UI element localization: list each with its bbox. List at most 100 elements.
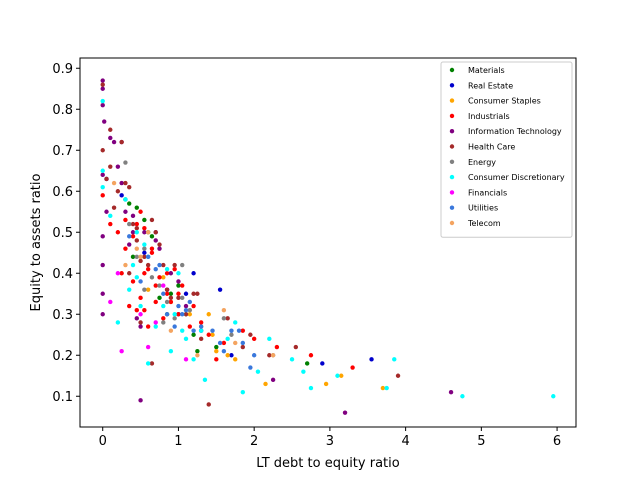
point-health-care [191,291,196,296]
point-industrials [145,324,151,329]
point-industrials [142,307,147,313]
point-energy [127,221,132,227]
point-energy [134,254,139,260]
point-utilities [187,299,193,305]
point-consumer-discretionary [100,98,105,104]
point-information-technology [100,172,105,178]
legend-marker-utilities [449,205,455,210]
point-telecom [270,353,276,358]
point-consumer-discretionary [198,328,204,333]
point-health-care [176,295,181,301]
point-health-care [195,291,200,296]
point-information-technology [157,246,162,251]
point-health-care [267,353,272,358]
y-tick-label: 0.9 [52,62,73,77]
point-utilities [164,312,170,317]
point-health-care [293,344,299,350]
point-health-care [111,205,117,210]
legend-marker-industrials [449,113,455,119]
point-industrials [161,316,166,321]
point-industrials [127,303,132,309]
point-energy [229,332,234,337]
point-health-care [395,373,401,378]
point-materials [214,344,219,350]
legend-label-energy: Energy [468,158,496,167]
point-consumer-discretionary [240,389,246,395]
point-information-technology [108,135,113,141]
point-information-technology [134,316,139,321]
point-information-technology [100,262,105,268]
point-consumer-discretionary [172,312,177,317]
x-tick-label: 1 [174,434,182,449]
point-telecom [134,246,139,251]
point-information-technology [127,242,132,247]
point-industrials [274,344,280,350]
point-information-technology [270,377,276,383]
plot-frame [79,57,577,428]
point-consumer-staples [206,312,211,317]
point-health-care [138,320,143,325]
point-energy [161,320,166,325]
point-consumer-discretionary [202,377,208,383]
point-industrials [180,283,185,288]
point-consumer-discretionary [180,328,185,333]
point-consumer-discretionary [183,336,189,342]
point-industrials [176,312,181,317]
point-utilities [229,328,234,333]
point-consumer-discretionary [301,369,306,374]
point-energy [164,299,170,305]
point-materials [134,205,139,210]
point-health-care [142,254,147,260]
point-utilities [217,340,223,346]
x-tick-label: 2 [250,434,258,449]
point-financials [108,299,113,305]
point-utilities [251,353,257,358]
point-utilities [127,234,132,239]
point-telecom [111,180,117,186]
legend-marker-financials [449,190,455,195]
point-real-estate [217,287,223,292]
point-financials [161,283,166,288]
point-health-care [172,262,177,268]
point-industrials [153,299,158,305]
point-information-technology [100,234,105,239]
legend-marker-information-technology [449,129,455,134]
point-consumer-staples [225,353,230,358]
point-consumer-staples [380,385,386,391]
point-health-care [100,82,105,87]
point-health-care [138,258,143,264]
point-materials [195,348,200,354]
legend-label-materials: Materials [468,66,505,75]
point-utilities [210,328,215,333]
y-tick-label: 0.1 [52,390,73,405]
point-consumer-discretionary [225,336,230,342]
point-materials [149,234,155,239]
point-consumer-discretionary [191,357,196,362]
y-tick-label: 0.6 [52,185,73,200]
point-consumer-staples [210,332,215,337]
x-tick-label: 5 [477,434,485,449]
point-industrials [134,307,139,313]
point-information-technology [100,312,105,317]
point-health-care [127,184,132,190]
point-industrials [142,225,147,231]
legend-label-financials: Financials [468,188,507,197]
point-health-care [157,242,162,247]
x-tick-label: 4 [401,434,409,449]
point-industrials [168,299,174,305]
point-consumer-discretionary [153,324,158,329]
point-health-care [104,176,109,182]
point-consumer-staples [214,348,219,354]
point-consumer-discretionary [134,230,139,235]
x-axis: 0 1 2 3 4 5 6 [99,427,561,449]
point-consumer-discretionary [108,213,113,219]
point-energy [149,275,155,280]
point-utilities [183,307,189,313]
point-health-care [225,316,230,321]
point-health-care [168,295,174,301]
point-health-care [145,262,151,268]
point-consumer-staples [339,373,344,378]
point-health-care [206,402,211,407]
point-industrials [115,230,121,235]
point-materials [142,217,147,223]
